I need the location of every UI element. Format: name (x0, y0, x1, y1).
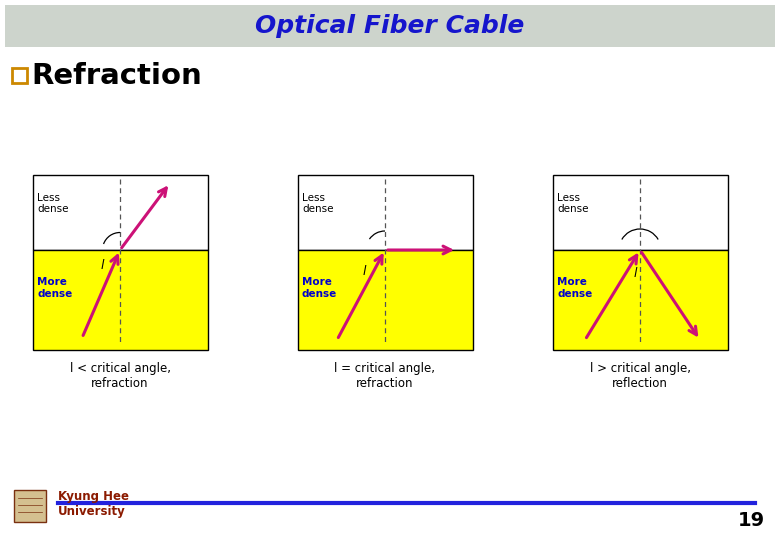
Text: l > critical angle,
reflection: l > critical angle, reflection (590, 362, 690, 390)
Text: More
dense: More dense (557, 277, 592, 299)
Text: l: l (101, 259, 105, 272)
Text: 19: 19 (738, 511, 765, 530)
Text: Less
dense: Less dense (557, 193, 588, 214)
Text: l: l (362, 265, 366, 278)
Bar (33, 175, 208, 250)
Bar (553, 250, 728, 350)
Text: More
dense: More dense (302, 277, 337, 299)
Text: l = critical angle,
refraction: l = critical angle, refraction (335, 362, 435, 390)
Text: l: l (633, 267, 637, 280)
Bar (553, 175, 728, 250)
Bar (5, 5, 775, 47)
Text: Refraction: Refraction (31, 62, 202, 90)
Bar (12, 68, 27, 83)
Text: Kyung Hee
University: Kyung Hee University (58, 490, 129, 518)
Bar (33, 250, 208, 350)
Text: More
dense: More dense (37, 277, 73, 299)
Text: Optical Fiber Cable: Optical Fiber Cable (255, 14, 525, 38)
Text: Less
dense: Less dense (302, 193, 334, 214)
Text: l < critical angle,
refraction: l < critical angle, refraction (69, 362, 171, 390)
Text: Less
dense: Less dense (37, 193, 69, 214)
Bar (298, 175, 473, 250)
Bar (14, 490, 46, 522)
Bar (298, 250, 473, 350)
